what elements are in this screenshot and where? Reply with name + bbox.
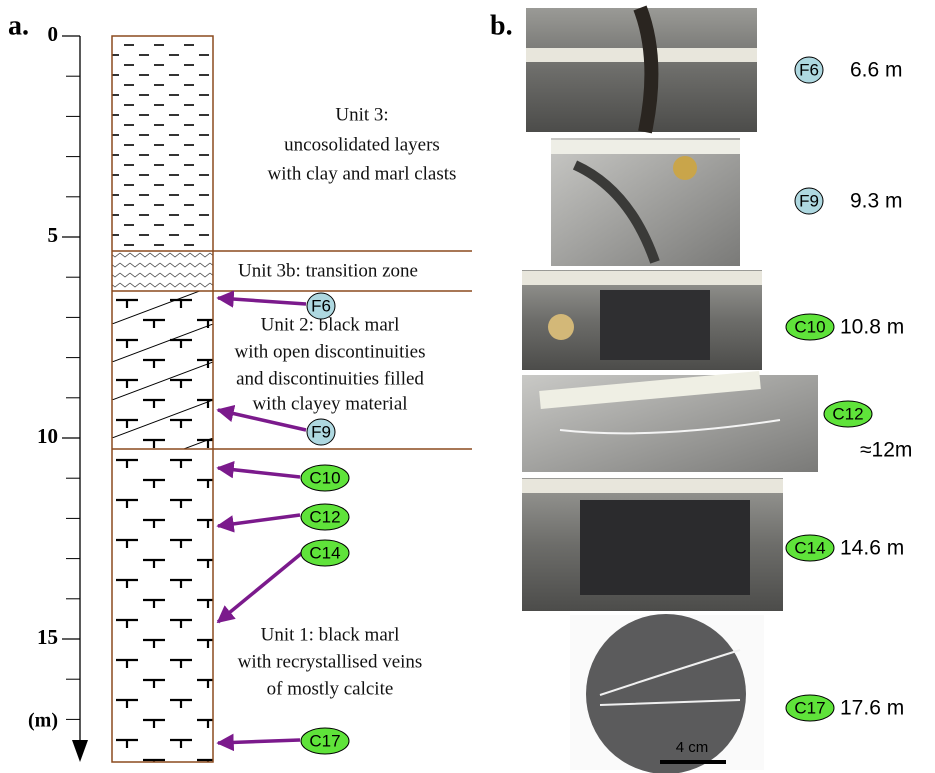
- sample-tag: C12: [309, 507, 340, 526]
- sample-tag: C10: [309, 468, 340, 487]
- unit-text: of mostly calcite: [267, 678, 394, 699]
- depth-label: 17.6 m: [840, 697, 904, 720]
- depth-tick-label: 0: [48, 22, 59, 46]
- unit-text: and discontinuities filled: [236, 368, 424, 389]
- depth-label: 6.6 m: [850, 59, 903, 82]
- depth-tick-label: 15: [37, 625, 58, 649]
- unit-text: Unit 1: black marl: [261, 624, 400, 645]
- unit-text: with recrystallised veins: [238, 651, 423, 672]
- sample-tag: F9: [799, 191, 819, 210]
- sample-tag: C14: [794, 538, 825, 557]
- scale-label: 4 cm: [676, 739, 709, 756]
- core-photos: [522, 5, 818, 773]
- depth-tick-label: 5: [48, 223, 59, 247]
- sample-tags-b: [785, 56, 873, 722]
- unit-text: Unit 3b: transition zone: [238, 260, 418, 281]
- unit-text: with open discontinuities: [234, 341, 425, 362]
- sample-tag: F6: [799, 60, 819, 79]
- panel-label: b.: [490, 10, 513, 41]
- unit-text: Unit 3:: [335, 104, 388, 125]
- unit-text: with clayey material: [252, 393, 407, 414]
- column: [111, 35, 472, 763]
- unit-text: with clay and marl clasts: [268, 163, 457, 184]
- sample-tag: C12: [832, 404, 863, 423]
- sample-tag: C17: [794, 698, 825, 717]
- depth-axis: [72, 36, 88, 762]
- depth-label: ≈12m: [860, 439, 912, 462]
- sample-arrows: [216, 290, 307, 752]
- sample-tag: C14: [309, 543, 340, 562]
- sample-tag: F6: [311, 296, 331, 315]
- depth-label: 9.3 m: [850, 190, 903, 213]
- unit-descriptions: Unit 3: uncosolidated layers with clay a…: [234, 104, 456, 699]
- depth-tick-label: 10: [37, 424, 58, 448]
- sample-tag: C17: [309, 731, 340, 750]
- sample-tag: F9: [311, 422, 331, 441]
- unit-text: Unit 2: black marl: [261, 314, 400, 335]
- depth-label: 14.6 m: [840, 537, 904, 560]
- depth-unit: (m): [28, 710, 58, 732]
- unit-text: uncosolidated layers: [284, 134, 440, 155]
- depth-label: 10.8 m: [840, 316, 904, 339]
- sample-tag: C10: [794, 317, 825, 336]
- panel-label: a.: [8, 10, 29, 41]
- sample-tags-a: [300, 292, 350, 755]
